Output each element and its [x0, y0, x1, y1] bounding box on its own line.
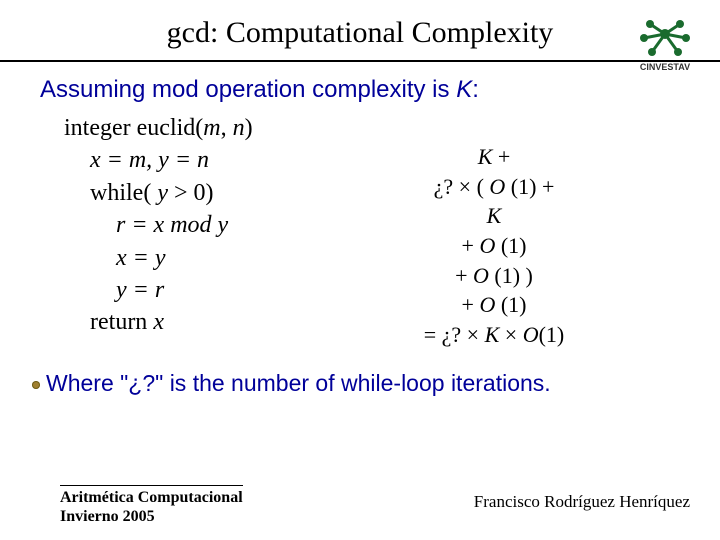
cx-line: + O (1) [384, 290, 604, 320]
pseudocode: integer euclid(m, n) x = m, y = n while(… [64, 112, 374, 350]
t: × [499, 322, 522, 347]
t: O [489, 174, 505, 199]
cx-line: = ¿? × K × O(1) [384, 320, 604, 350]
complexity-derivation: K + ¿? × ( O (1) + K + O (1) + O (1) ) +… [384, 142, 604, 350]
t: O [473, 263, 489, 288]
cx-line: K + [384, 142, 604, 172]
code-line: integer euclid(m, n) [64, 112, 374, 144]
slide: CINVESTAV gcd: Computational Complexity … [0, 0, 720, 540]
t: + [462, 292, 480, 317]
cinvestav-logo: CINVESTAV [632, 12, 698, 79]
code-line: x = y [64, 242, 374, 274]
t: integer euclid( [64, 115, 203, 141]
code-line: y = r [64, 274, 374, 306]
t: , [221, 115, 233, 141]
var-m: m [203, 115, 220, 141]
assume-prefix: Assuming mod operation complexity is [40, 76, 456, 103]
t: K [478, 144, 493, 169]
code-line: x = m, y = n [64, 144, 374, 176]
code-line: r = x mod y [64, 209, 374, 241]
cx-line: K [384, 201, 604, 231]
t: = ¿? × [424, 322, 485, 347]
var-x: x [153, 309, 164, 335]
t: return [90, 309, 153, 335]
t: O [523, 322, 539, 347]
t: O [479, 292, 495, 317]
where-note: Where "¿?" is the number of while-loop i… [32, 370, 720, 397]
assume-var: K [456, 76, 472, 103]
t: + [492, 144, 510, 169]
t: K [485, 322, 500, 347]
var-n: n [233, 115, 245, 141]
t: (1) + [505, 174, 554, 199]
assume-suffix: : [472, 76, 479, 103]
t: + [462, 233, 480, 258]
content-columns: integer euclid(m, n) x = m, y = n while(… [0, 112, 720, 350]
t: > 0) [168, 180, 214, 206]
t: (1) [495, 233, 526, 258]
code-line: while( y > 0) [64, 177, 374, 209]
t: while( [90, 180, 157, 206]
cx-line: + O (1) [384, 231, 604, 261]
cx-line: + O (1) ) [384, 261, 604, 291]
t: + [455, 263, 473, 288]
t: (1) [495, 292, 526, 317]
t: (1) [539, 322, 565, 347]
footer-left: Aritmética Computacional Invierno 2005 [60, 485, 243, 526]
t: r = x mod y [116, 212, 228, 238]
svg-text:CINVESTAV: CINVESTAV [640, 62, 690, 72]
t: ) [245, 115, 253, 141]
title-divider [0, 60, 720, 62]
footer-right: Francisco Rodríguez Henríquez [474, 492, 690, 512]
where-text: Where "¿?" is the number of while-loop i… [46, 370, 551, 396]
assumption-line: Assuming mod operation complexity is K: [40, 76, 720, 104]
t: ¿? × ( [434, 174, 490, 199]
t: (1) ) [489, 263, 533, 288]
term: Invierno 2005 [60, 507, 243, 526]
bullet-icon [32, 381, 40, 389]
slide-title: gcd: Computational Complexity [0, 0, 720, 56]
var-y: y [157, 180, 168, 206]
cx-line: ¿? × ( O (1) + [384, 172, 604, 202]
code-line: return x [64, 306, 374, 338]
course-name: Aritmética Computacional [60, 488, 243, 507]
t: O [479, 233, 495, 258]
